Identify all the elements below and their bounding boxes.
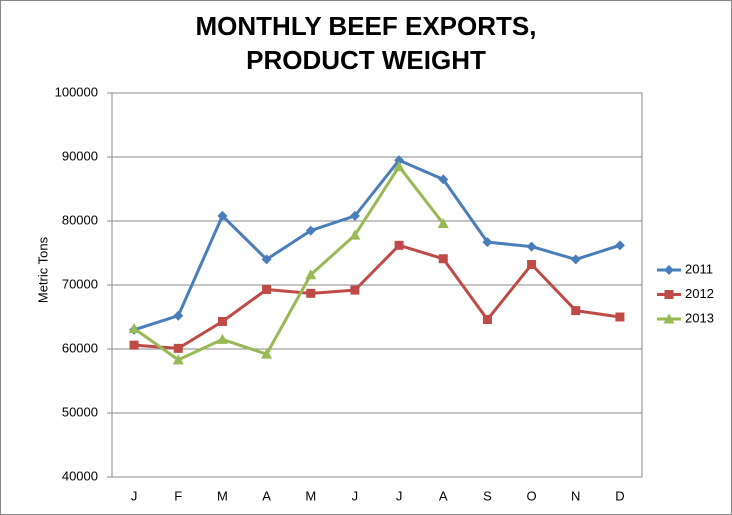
point [349,229,361,240]
x-tick-label: N [571,488,580,503]
series-line [133,243,621,350]
chart-title: MONTHLY BEEF EXPORTS, PRODUCT WEIGHT [196,11,537,75]
y-tick-label: 90000 [62,148,98,163]
y-axis-label: Metric Tons [35,236,50,303]
x-tick-label: J [352,488,359,503]
point [482,315,492,325]
legend-label: 2013 [685,310,714,325]
point [261,254,272,265]
point [217,210,228,221]
x-tick-label: J [131,488,138,503]
legend-label: 2012 [685,286,714,301]
point [261,348,273,359]
point [394,240,404,250]
plot-border [111,92,643,478]
x-tick-label: M [305,488,316,503]
x-tick-label: A [439,488,448,503]
point [172,354,184,365]
point [393,161,405,172]
y-tick-label: 80000 [62,212,98,227]
point [217,316,227,326]
y-tick-label: 70000 [62,276,98,291]
point [438,254,448,264]
x-tick-label: S [483,488,492,503]
x-tick-label: F [174,488,182,503]
point [526,241,537,252]
legend-marker [664,290,674,299]
y-tick-label: 100000 [55,84,98,99]
point [306,288,316,298]
x-tick-label: J [396,488,403,503]
legend-label: 2011 [685,261,713,276]
x-tick-label: D [615,488,624,503]
point [570,254,581,265]
point [173,310,184,321]
point [128,323,140,334]
point [305,269,317,280]
x-tick-label: M [217,488,228,503]
point [129,340,139,350]
point [216,333,228,344]
point [350,285,360,295]
legend-marker [664,265,674,275]
point [173,343,183,353]
y-tick-label: 60000 [62,340,98,355]
point [614,240,625,251]
point [437,218,449,229]
x-tick-label: O [527,488,537,503]
point [615,312,625,322]
legend-marker [663,313,675,324]
point [482,237,493,248]
x-tick-label: A [262,488,271,503]
point [394,155,405,166]
point [349,210,360,221]
point [262,284,272,294]
series-line [133,165,445,362]
y-tick-label: 40000 [62,468,98,483]
point [438,174,449,185]
point [527,260,537,270]
point [305,225,316,236]
point [571,306,581,316]
series-line [133,158,621,332]
y-tick-label: 50000 [62,404,98,419]
